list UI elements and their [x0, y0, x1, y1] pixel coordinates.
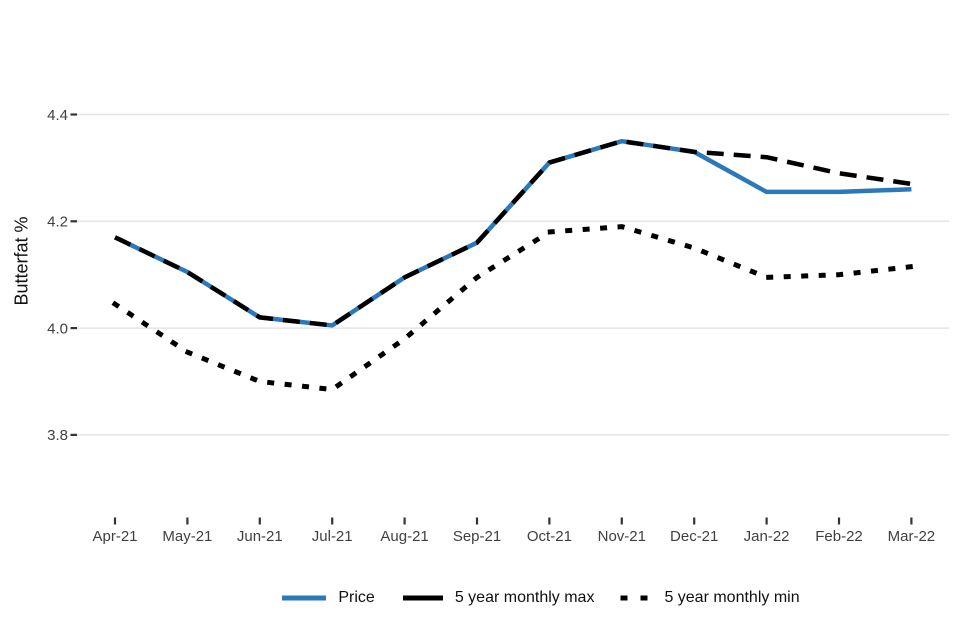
y-tick-label: 4.4: [47, 107, 68, 124]
x-tick-label: May-21: [162, 528, 212, 545]
y-tick-label: 4.0: [47, 320, 68, 337]
x-tick-label: Mar-22: [888, 528, 936, 545]
x-tick-label: Jul-21: [312, 528, 353, 545]
x-tick-label: Aug-21: [380, 528, 428, 545]
x-tick-label: Sep-21: [453, 528, 501, 545]
x-tick-label: Jan-22: [744, 528, 790, 545]
legend-item-max: 5 year monthly max: [401, 589, 595, 607]
y-tick-label: 3.8: [47, 427, 68, 444]
legend-label-min: 5 year monthly min: [664, 589, 800, 606]
series-line-5-year-monthly-min: [111, 224, 915, 393]
x-tick-label: Apr-21: [92, 528, 137, 545]
legend-label-price: Price: [338, 589, 375, 606]
x-tick-label: Oct-21: [527, 528, 572, 545]
legend-item-price: Price: [280, 589, 375, 607]
x-tick-label: Nov-21: [598, 528, 646, 545]
x-tick-label: Feb-22: [815, 528, 863, 545]
legend-label-max: 5 year monthly max: [454, 589, 595, 606]
max-line-swatch: [402, 595, 443, 601]
x-tick-label: Dec-21: [670, 528, 718, 545]
series-line-5-year-monthly-max: [114, 138, 912, 328]
legend-item-min: 5 year monthly min: [620, 589, 800, 607]
price-line-swatch: [282, 595, 327, 601]
series-line-price: [114, 138, 912, 328]
y-tick-label: 4.2: [47, 214, 68, 231]
min-line-swatch: [620, 595, 654, 601]
x-tick-label: Jun-21: [237, 528, 283, 545]
legend: Price 5 year monthly max 5 year monthly …: [0, 589, 960, 607]
